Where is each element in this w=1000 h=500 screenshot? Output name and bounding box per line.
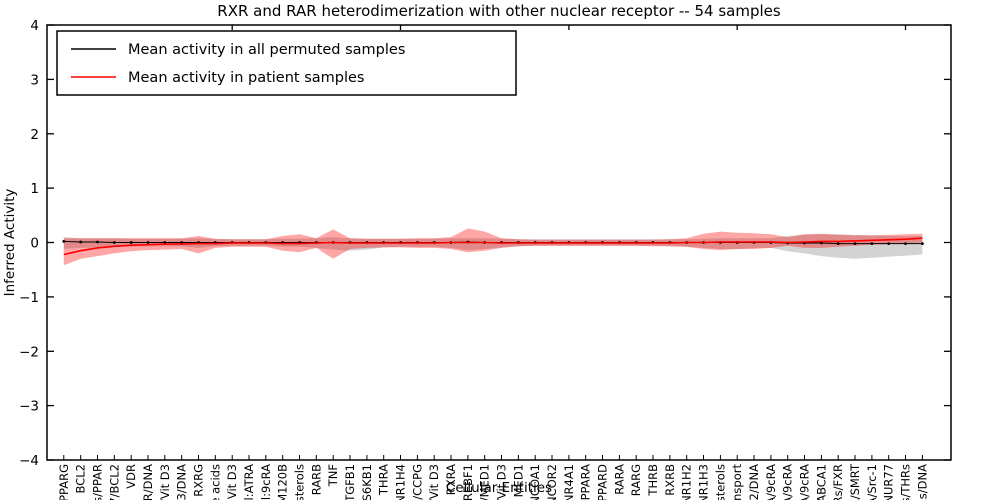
x-tick-label: RXRG — [192, 464, 206, 497]
mean-line-marker — [62, 240, 66, 243]
x-tick-label: RXRs/PPAR/9cRA/PGJ2/DNA — [747, 464, 761, 500]
mean-line-marker — [163, 241, 167, 244]
x-tick-label: mol:ATRA — [242, 464, 256, 500]
x-tick-label: RXR alpha/CCPG — [410, 464, 424, 500]
y-axis-label: Inferred Activity — [2, 189, 18, 297]
y-tick-label: 3 — [30, 72, 39, 88]
legend-label: Mean activity in patient samples — [128, 70, 364, 86]
x-tick-label: NCOA1 — [528, 464, 542, 500]
mean-line-marker — [180, 241, 184, 244]
x-tick-label: NR1H2 — [680, 464, 694, 500]
x-tick-label: RXRs/FXR — [831, 464, 845, 500]
x-tick-label: RXRs/LXRs/DNA — [915, 464, 929, 500]
x-tick-label: VDR — [124, 464, 138, 489]
mean-line-marker — [146, 241, 150, 244]
x-tick-label: RXRs/LXRs/DNA/Oxysterols — [713, 464, 727, 500]
x-tick-label: VDR/VDR/DNA — [141, 464, 155, 500]
x-tick-label: RARs/VDR/DNA/Vit D3 — [495, 464, 509, 500]
mean-line-marker — [820, 241, 823, 245]
mean-line-marker — [904, 242, 907, 246]
x-tick-label: mol:9cRA — [259, 464, 273, 500]
x-tick-label: mol:Bile acids — [208, 464, 222, 500]
x-tick-label: RARB — [309, 464, 323, 495]
x-tick-label: cholesterol transport — [730, 464, 744, 500]
mean-line-marker — [129, 241, 133, 244]
y-tick-label: 0 — [30, 236, 39, 252]
x-tick-label: RXRs/FXR/9cRA/MED1 — [478, 464, 492, 500]
x-tick-label: RXRs/RXRs/DNA/9cRA — [764, 464, 778, 500]
chart-title: RXR and RAR heterodimerization with othe… — [217, 2, 781, 20]
x-tick-label: RARA — [612, 464, 626, 495]
x-tick-label: TGFB1 — [343, 464, 357, 500]
x-tick-label: mol:Vit D3 — [225, 464, 239, 500]
x-tick-label: RXRs/VDR/DNA/Vit D3 — [427, 464, 441, 500]
y-tick-label: 2 — [30, 127, 39, 143]
legend-label: Mean activity in all permuted samples — [128, 42, 405, 58]
x-tick-label: RXRs/NUR77/BCL2 — [107, 464, 121, 500]
permuted-samples-band — [63, 234, 923, 259]
y-tick-label: 4 — [30, 18, 39, 34]
x-tick-label: NR1H4 — [394, 464, 408, 500]
y-tick-label: 1 — [30, 181, 39, 197]
x-tick-label: RXRB — [663, 464, 677, 496]
x-tick-label: NR1H3 — [697, 464, 711, 500]
x-tick-label: mol:Oxysterols — [293, 464, 307, 500]
mean-line-marker — [887, 242, 891, 246]
x-tick-label: ABCA1 — [814, 464, 828, 500]
mean-line-marker — [96, 240, 99, 244]
x-tick-label: RXRs/LXRs/DNA/9cRA — [781, 464, 795, 500]
y-tick-label: −4 — [19, 453, 39, 469]
x-tick-label: RARs/RARs/DNA/9cRA — [798, 464, 812, 500]
x-tick-label: PPARG — [57, 464, 71, 500]
x-tick-label: RXRs/PPAR — [91, 464, 105, 500]
x-tick-label: RXRA — [444, 464, 458, 495]
mean-line-marker — [921, 242, 924, 246]
x-tick-label: THRA — [377, 464, 391, 496]
mean-line-marker — [112, 241, 116, 244]
x-tick-label: RARs/THRs — [899, 464, 913, 500]
x-tick-label: RARs/THRs/DNA/Src-1 — [865, 464, 879, 500]
mean-line-marker — [79, 240, 83, 244]
legend-box — [56, 30, 517, 96]
x-tick-label: MED1 — [511, 464, 525, 497]
y-tick-label: −2 — [19, 344, 39, 360]
x-tick-label: NCOR2 — [545, 464, 559, 500]
x-tick-label: BCL2 — [74, 464, 88, 493]
mean-line-marker — [836, 242, 840, 246]
mean-line-marker — [853, 242, 857, 246]
x-tick-label: THRB — [646, 464, 660, 497]
patient-samples-band — [63, 228, 923, 266]
x-tick-label: RARG — [629, 464, 643, 496]
y-tick-label: −1 — [19, 290, 39, 306]
x-tick-label: PPARA — [579, 464, 593, 500]
mean-line-marker — [870, 242, 874, 246]
x-tick-label: NR4A1 — [562, 464, 576, 500]
y-tick-label: −3 — [19, 399, 39, 415]
x-tick-label: RARs/THRs/DNA/SMRT — [848, 463, 862, 500]
x-tick-label: FAM120B — [276, 464, 290, 500]
x-tick-label: VDR/VDR/Vit D3 — [158, 464, 172, 500]
x-tick-label: RPS6KB1 — [360, 464, 374, 500]
x-tick-label: RXRs/NUR77 — [882, 464, 896, 500]
x-axis-label: Cellular Entities — [446, 480, 552, 496]
x-tick-label: VDR/Vit D3/DNA — [175, 464, 189, 500]
patient-mean-line — [63, 237, 923, 256]
x-tick-label: SREBF1 — [461, 464, 475, 500]
x-tick-label: PPARD — [596, 464, 610, 500]
x-tick-label: TNF — [326, 464, 340, 487]
